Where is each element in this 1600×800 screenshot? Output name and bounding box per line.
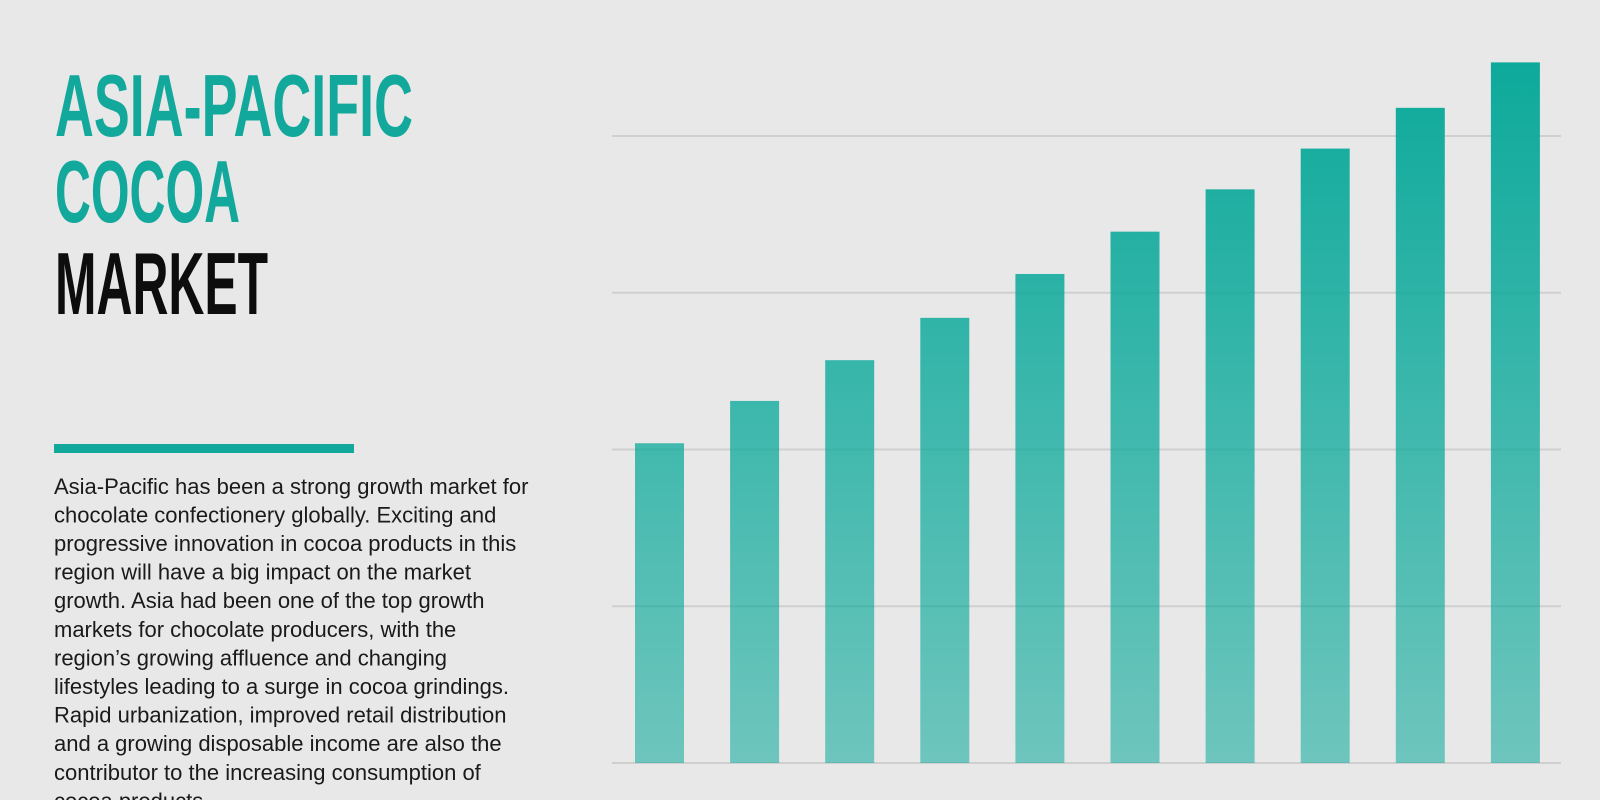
bar bbox=[825, 360, 875, 763]
bar bbox=[1015, 273, 1065, 763]
description-line: region will have a big impact on the mar… bbox=[54, 560, 471, 585]
bar bbox=[1395, 107, 1445, 763]
bar bbox=[1205, 189, 1255, 763]
divider bbox=[54, 444, 354, 453]
description-line: cocoa products. bbox=[54, 788, 209, 800]
description-line: contributor to the increasing consumptio… bbox=[54, 760, 482, 785]
description-line: chocolate confectionery globally. Exciti… bbox=[54, 502, 496, 527]
heading-line: COCOA bbox=[55, 142, 240, 241]
description-line: and a growing disposable income are also… bbox=[54, 731, 502, 756]
heading-line: MARKET bbox=[55, 234, 268, 333]
bar bbox=[1110, 231, 1160, 763]
bar bbox=[635, 443, 684, 763]
heading-line: ASIA-PACIFIC bbox=[55, 56, 413, 155]
bar bbox=[730, 400, 780, 763]
description-line: Asia-Pacific has been a strong growth ma… bbox=[54, 474, 528, 499]
bar bbox=[1300, 148, 1350, 763]
description-line: markets for chocolate producers, with th… bbox=[54, 617, 456, 642]
chart bbox=[612, 62, 1561, 764]
description-line: lifestyles leading to a surge in cocoa g… bbox=[54, 674, 509, 699]
description-line: progressive innovation in cocoa products… bbox=[54, 531, 516, 556]
description-line: growth. Asia had been one of the top gro… bbox=[54, 588, 485, 613]
description-line: region’s growing affluence and changing bbox=[54, 645, 447, 670]
description: Asia-Pacific has been a strong growth ma… bbox=[54, 474, 528, 800]
bar bbox=[1490, 62, 1540, 763]
bar bbox=[920, 317, 970, 763]
description-line: Rapid urbanization, improved retail dist… bbox=[54, 703, 506, 728]
